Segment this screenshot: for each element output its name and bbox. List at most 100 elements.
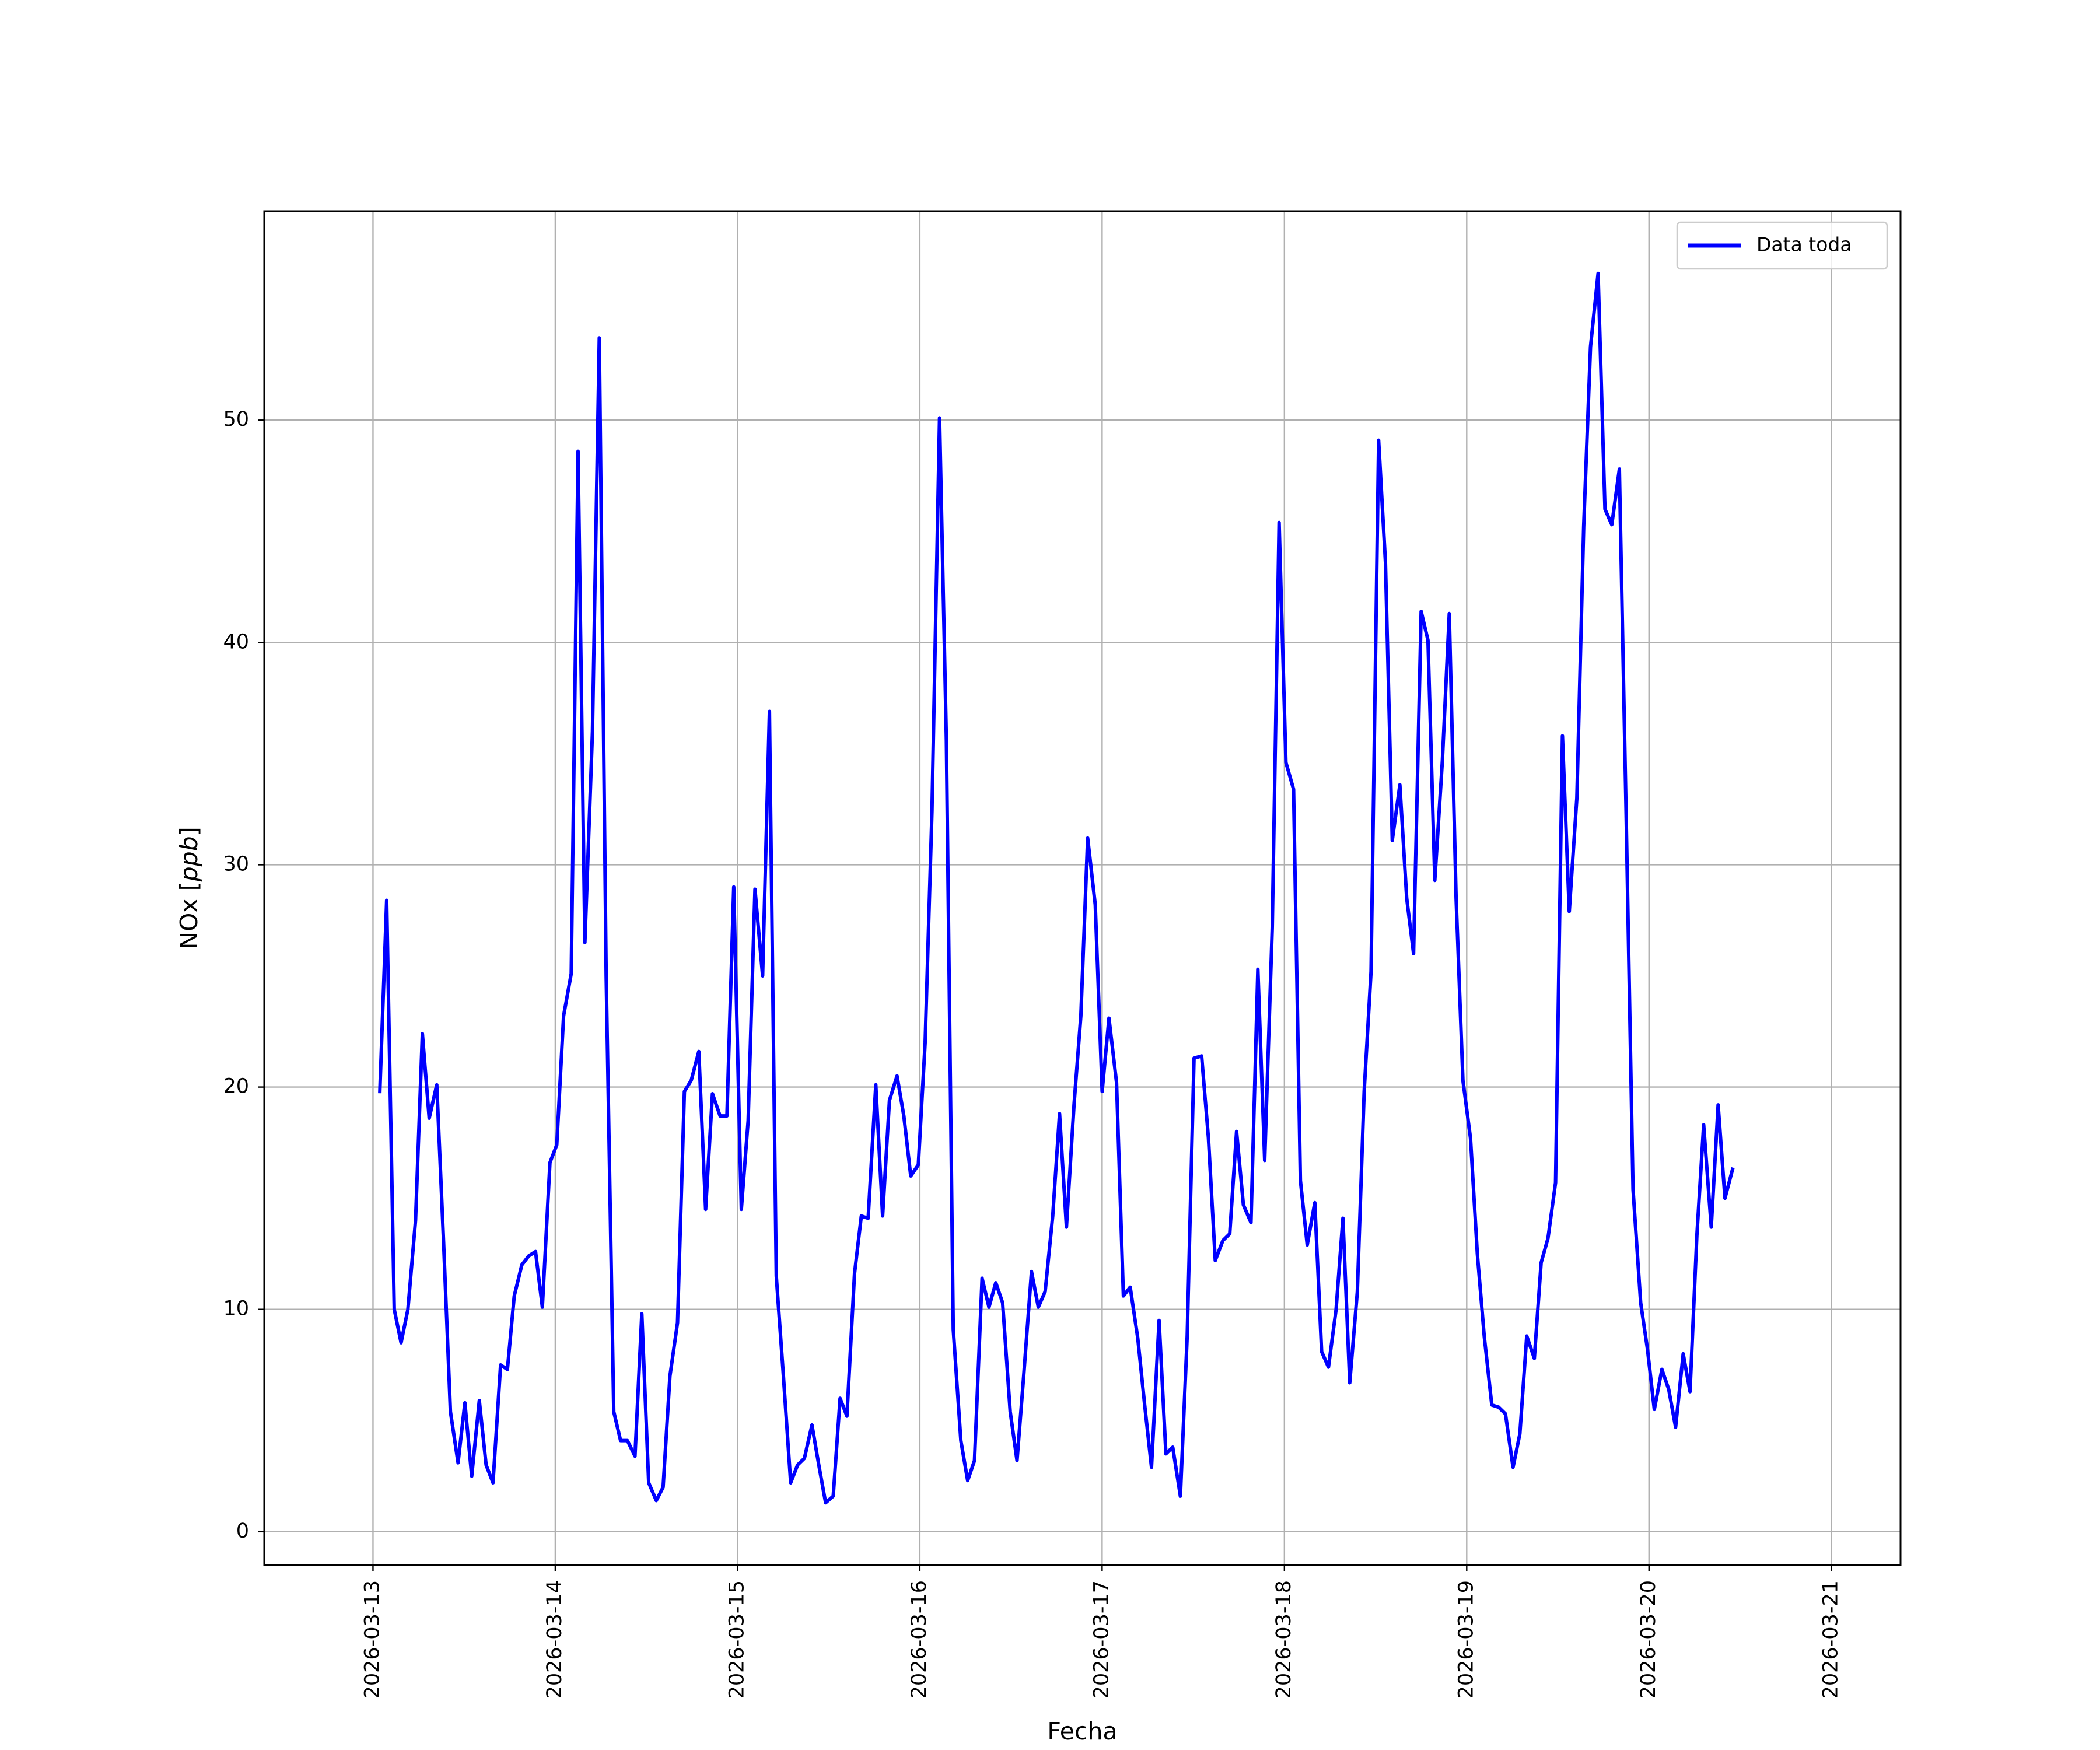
data-point xyxy=(710,1092,714,1096)
data-point xyxy=(478,1399,481,1402)
data-point xyxy=(1610,523,1614,526)
data-point xyxy=(1207,1136,1210,1140)
data-point xyxy=(527,1254,530,1258)
data-point xyxy=(506,1368,509,1371)
data-point xyxy=(1567,910,1571,914)
data-point xyxy=(1221,1239,1224,1242)
data-point xyxy=(1263,1158,1266,1162)
data-point xyxy=(1695,1234,1699,1238)
data-point xyxy=(782,1370,785,1373)
data-point xyxy=(718,1114,722,1118)
legend: Data toda xyxy=(1676,221,1888,270)
legend-label-data-toda: Data toda xyxy=(1756,233,1852,256)
data-point xyxy=(1094,903,1097,907)
data-point xyxy=(1122,1294,1125,1298)
y-tick-label-40: 40 xyxy=(223,630,249,653)
data-point xyxy=(1447,612,1451,615)
data-point xyxy=(866,1216,870,1220)
data-point xyxy=(930,810,934,813)
data-point xyxy=(1278,521,1281,524)
data-point xyxy=(619,1439,622,1443)
data-point xyxy=(1419,610,1423,613)
data-point xyxy=(1284,761,1287,764)
data-point xyxy=(499,1363,502,1367)
data-point xyxy=(1348,1381,1352,1384)
data-point xyxy=(1681,1352,1685,1356)
data-point xyxy=(775,1275,778,1278)
data-point xyxy=(1504,1412,1507,1416)
data-point xyxy=(916,1163,920,1167)
data-point xyxy=(682,1090,686,1093)
data-point xyxy=(838,1396,842,1400)
data-point xyxy=(1192,1056,1196,1060)
data-point xyxy=(1009,1410,1012,1413)
data-point xyxy=(923,1041,927,1044)
x-axis-label: Fecha xyxy=(1047,1717,1117,1745)
plot-frame xyxy=(263,210,1902,1566)
data-point xyxy=(690,1079,693,1082)
y-tick-label-20: 20 xyxy=(223,1075,249,1098)
data-point xyxy=(1115,1081,1118,1084)
data-point xyxy=(442,1241,446,1244)
data-point xyxy=(435,1083,439,1087)
data-point xyxy=(393,1308,396,1311)
data-point xyxy=(406,1308,410,1311)
data-point xyxy=(583,941,587,944)
x-tick-label-2026-03-18: 2026-03-18 xyxy=(1272,1580,1296,1699)
data-point xyxy=(824,1501,827,1504)
data-point xyxy=(676,1321,680,1325)
data-point xyxy=(1716,1103,1720,1107)
series-layer xyxy=(378,271,1735,1505)
data-point xyxy=(1320,1350,1324,1353)
data-point xyxy=(747,1119,750,1122)
data-point xyxy=(994,1281,998,1284)
data-point xyxy=(640,1312,643,1315)
x-tick-label-2026-03-20: 2026-03-20 xyxy=(1637,1580,1660,1699)
data-point xyxy=(1575,796,1578,800)
data-point xyxy=(414,1219,417,1222)
data-point xyxy=(1200,1054,1203,1058)
data-point xyxy=(1688,1390,1692,1394)
data-point xyxy=(1560,734,1564,737)
data-point xyxy=(555,1143,559,1147)
data-point xyxy=(1107,1016,1111,1020)
data-point xyxy=(1618,467,1621,471)
data-point xyxy=(1461,1079,1465,1082)
data-point xyxy=(810,1423,814,1427)
data-point xyxy=(1603,508,1606,511)
series-line-data-toda xyxy=(378,271,1735,1505)
data-point xyxy=(534,1250,537,1254)
data-point xyxy=(1723,1196,1727,1200)
data-point xyxy=(1292,788,1295,791)
data-point xyxy=(548,1161,552,1164)
data-point xyxy=(725,1114,729,1118)
data-point xyxy=(1441,758,1444,762)
data-point xyxy=(1639,1301,1642,1304)
data-point xyxy=(753,887,757,891)
data-point xyxy=(768,710,771,713)
data-point xyxy=(1270,925,1274,929)
data-point xyxy=(647,1481,650,1485)
data-point xyxy=(484,1463,488,1466)
data-point xyxy=(951,1328,955,1331)
data-point xyxy=(981,1276,984,1280)
data-point xyxy=(1582,525,1586,528)
data-point xyxy=(938,416,942,419)
data-point xyxy=(1341,1216,1345,1220)
data-point xyxy=(378,1090,382,1093)
data-point xyxy=(1511,1465,1515,1469)
data-point xyxy=(1306,1243,1309,1247)
data-point xyxy=(591,730,594,733)
data-point xyxy=(626,1439,629,1443)
data-point xyxy=(1065,1226,1068,1229)
x-tick-label-2026-03-16: 2026-03-16 xyxy=(908,1580,931,1699)
data-point xyxy=(1100,1090,1104,1093)
data-point xyxy=(1518,1432,1521,1436)
data-point xyxy=(1178,1494,1182,1498)
data-point xyxy=(1079,1014,1083,1018)
y-tick-label-50: 50 xyxy=(223,408,249,431)
data-point xyxy=(491,1481,495,1485)
data-point xyxy=(944,738,948,742)
data-point xyxy=(1037,1306,1040,1309)
data-point xyxy=(1532,1357,1536,1360)
